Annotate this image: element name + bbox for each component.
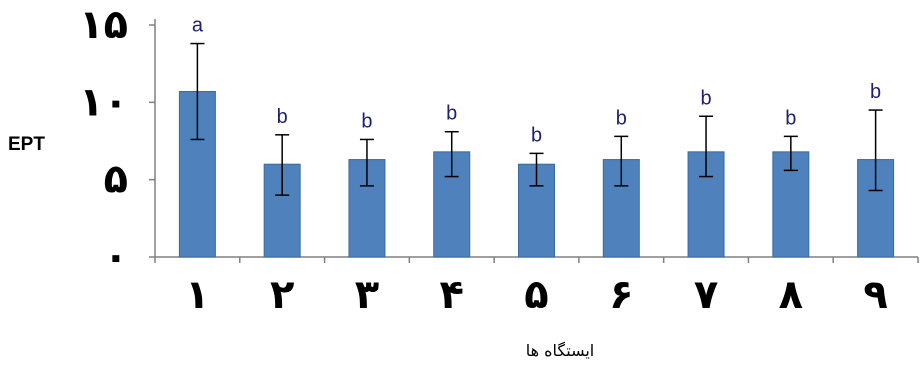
x-tick-label: ۵ [524,272,548,318]
x-tick-label: ۷ [694,272,718,318]
significance-label: b [531,124,542,146]
y-tick-label: ۱۵ [79,2,128,48]
significance-label: b [361,110,372,132]
x-tick-label: ۹ [863,272,887,318]
bar [178,91,216,258]
x-tick-labels: ۱ ۲ ۳ ۴ ۵ ۶ ۷ ۸ ۹ [185,272,888,318]
significance-label: b [785,107,796,129]
x-tick-label: ۸ [779,272,803,318]
error-bars-group [190,42,883,196]
y-tick-labels: ۰ ۵ ۱۰ ۱۵ [79,2,128,280]
y-tick-label: ۱۰ [79,79,128,125]
bar [348,159,386,258]
x-tick-label: ۲ [270,272,294,318]
x-axis-label: ایستگاه ها [526,341,595,360]
significance-labels-group: a b b b b b b b b [192,15,881,147]
x-tick-label: ۱ [185,272,209,318]
x-tick-label: ۴ [440,272,464,318]
significance-label: b [700,87,711,109]
y-tick-label: ۵ [104,157,128,203]
significance-label: b [616,107,627,129]
x-tick-label: ۳ [355,272,379,318]
significance-label: b [277,106,288,128]
x-tick-label: ۶ [609,272,633,318]
significance-label: b [446,103,457,125]
significance-label: a [192,15,204,37]
y-tick-label: ۰ [104,234,128,280]
significance-label: b [870,81,881,103]
y-axis-label: EPT [8,134,45,155]
